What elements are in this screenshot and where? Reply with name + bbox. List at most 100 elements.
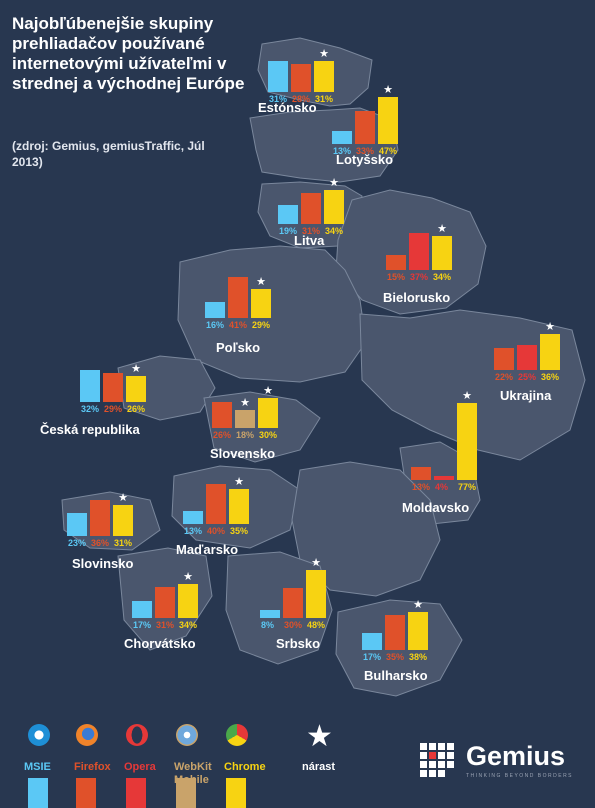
bar (291, 64, 311, 92)
data-label: 22% (495, 372, 514, 382)
bar (283, 588, 303, 618)
star-icon: ★ (131, 363, 141, 375)
bar (183, 511, 203, 524)
bar (229, 489, 249, 524)
bar (355, 111, 375, 144)
data-label: 48% (307, 620, 326, 630)
bar (67, 513, 87, 536)
star-icon: ★ (462, 390, 472, 402)
country-name: Bielorusko (383, 290, 451, 305)
country-name: Slovensko (210, 446, 276, 461)
bar (409, 233, 429, 270)
data-label: 17% (363, 652, 382, 662)
data-label: 18% (236, 430, 255, 440)
legend-label: nárast (302, 761, 336, 773)
data-label: 36% (91, 538, 110, 548)
map-romania (291, 461, 441, 597)
data-label: 15% (387, 272, 406, 282)
data-label: 17% (133, 620, 152, 630)
bar (155, 587, 175, 618)
data-label: 25% (518, 372, 537, 382)
bar (494, 348, 514, 370)
legend-label: MSIE (24, 761, 51, 773)
data-label: 35% (230, 526, 249, 536)
star-icon: ★ (319, 48, 329, 60)
firefox-icon (76, 724, 98, 746)
data-label: 31% (315, 94, 334, 104)
bar (235, 410, 255, 428)
data-label: 32% (81, 404, 100, 414)
star-icon: ★ (306, 720, 333, 753)
country-name: Estónsko (258, 100, 317, 115)
bar (411, 467, 431, 480)
bar (113, 505, 133, 536)
data-label: 38% (409, 652, 428, 662)
bar (132, 601, 152, 618)
country-name: Moldavsko (402, 500, 470, 515)
country-name: Ukrajina (500, 388, 552, 403)
data-label: 30% (284, 620, 303, 630)
star-icon: ★ (118, 492, 128, 504)
chrome-icon (226, 724, 248, 746)
legend-swatch (76, 778, 96, 808)
bar (80, 370, 100, 402)
legend-swatch (226, 778, 246, 808)
bar (306, 570, 326, 618)
star-icon: ★ (240, 397, 250, 409)
data-label: 33% (356, 146, 375, 156)
country-name: Maďarsko (176, 542, 239, 557)
country-name: Srbsko (276, 636, 321, 651)
ie-icon (28, 724, 50, 746)
bar (386, 255, 406, 270)
data-label: 29% (104, 404, 123, 414)
data-label: 31% (156, 620, 175, 630)
country-name: Česká republika (40, 422, 140, 437)
data-label: 26% (213, 430, 232, 440)
legend-swatch (28, 778, 48, 808)
bar (206, 484, 226, 524)
legend-label: Firefox (74, 761, 111, 773)
country-name: Poľsko (216, 340, 261, 355)
chart-title: Najobľúbenejšie skupiny prehliadačov pou… (12, 14, 245, 93)
data-label: 30% (259, 430, 278, 440)
bar (258, 398, 278, 428)
data-label: 26% (127, 404, 146, 414)
star-icon: ★ (437, 223, 447, 235)
data-label: 31% (114, 538, 133, 548)
country-name: Lotyšsko (336, 152, 394, 167)
data-label: 41% (229, 320, 248, 330)
bar (385, 615, 405, 650)
data-label: 37% (410, 272, 429, 282)
star-icon: ★ (413, 599, 423, 611)
data-label: 34% (179, 620, 198, 630)
bar (432, 236, 452, 270)
bar (228, 277, 248, 318)
data-label: 40% (207, 526, 226, 536)
country-name: Slovinsko (72, 556, 134, 571)
data-label: 31% (302, 226, 321, 236)
data-label: 23% (68, 538, 87, 548)
star-icon: ★ (329, 177, 339, 189)
bar (324, 190, 344, 224)
data-label: 28% (292, 94, 311, 104)
bar (332, 131, 352, 144)
bar (301, 193, 321, 224)
legend-label: Chrome (224, 761, 266, 773)
bar (103, 373, 123, 402)
opera-icon (126, 724, 148, 746)
country-name: Litva (294, 233, 325, 248)
data-label: 13% (333, 146, 352, 156)
data-label: 34% (325, 226, 344, 236)
country-name: Chorvátsko (124, 636, 196, 651)
star-icon: ★ (311, 557, 321, 569)
data-label: 77% (458, 482, 477, 492)
gemius-grid-icon (420, 743, 454, 777)
star-icon: ★ (545, 321, 555, 333)
legend-swatch (126, 778, 146, 808)
bar (251, 289, 271, 318)
data-label: 16% (206, 320, 225, 330)
bar (434, 476, 454, 480)
bar (90, 500, 110, 536)
data-label: 4% (435, 482, 449, 492)
